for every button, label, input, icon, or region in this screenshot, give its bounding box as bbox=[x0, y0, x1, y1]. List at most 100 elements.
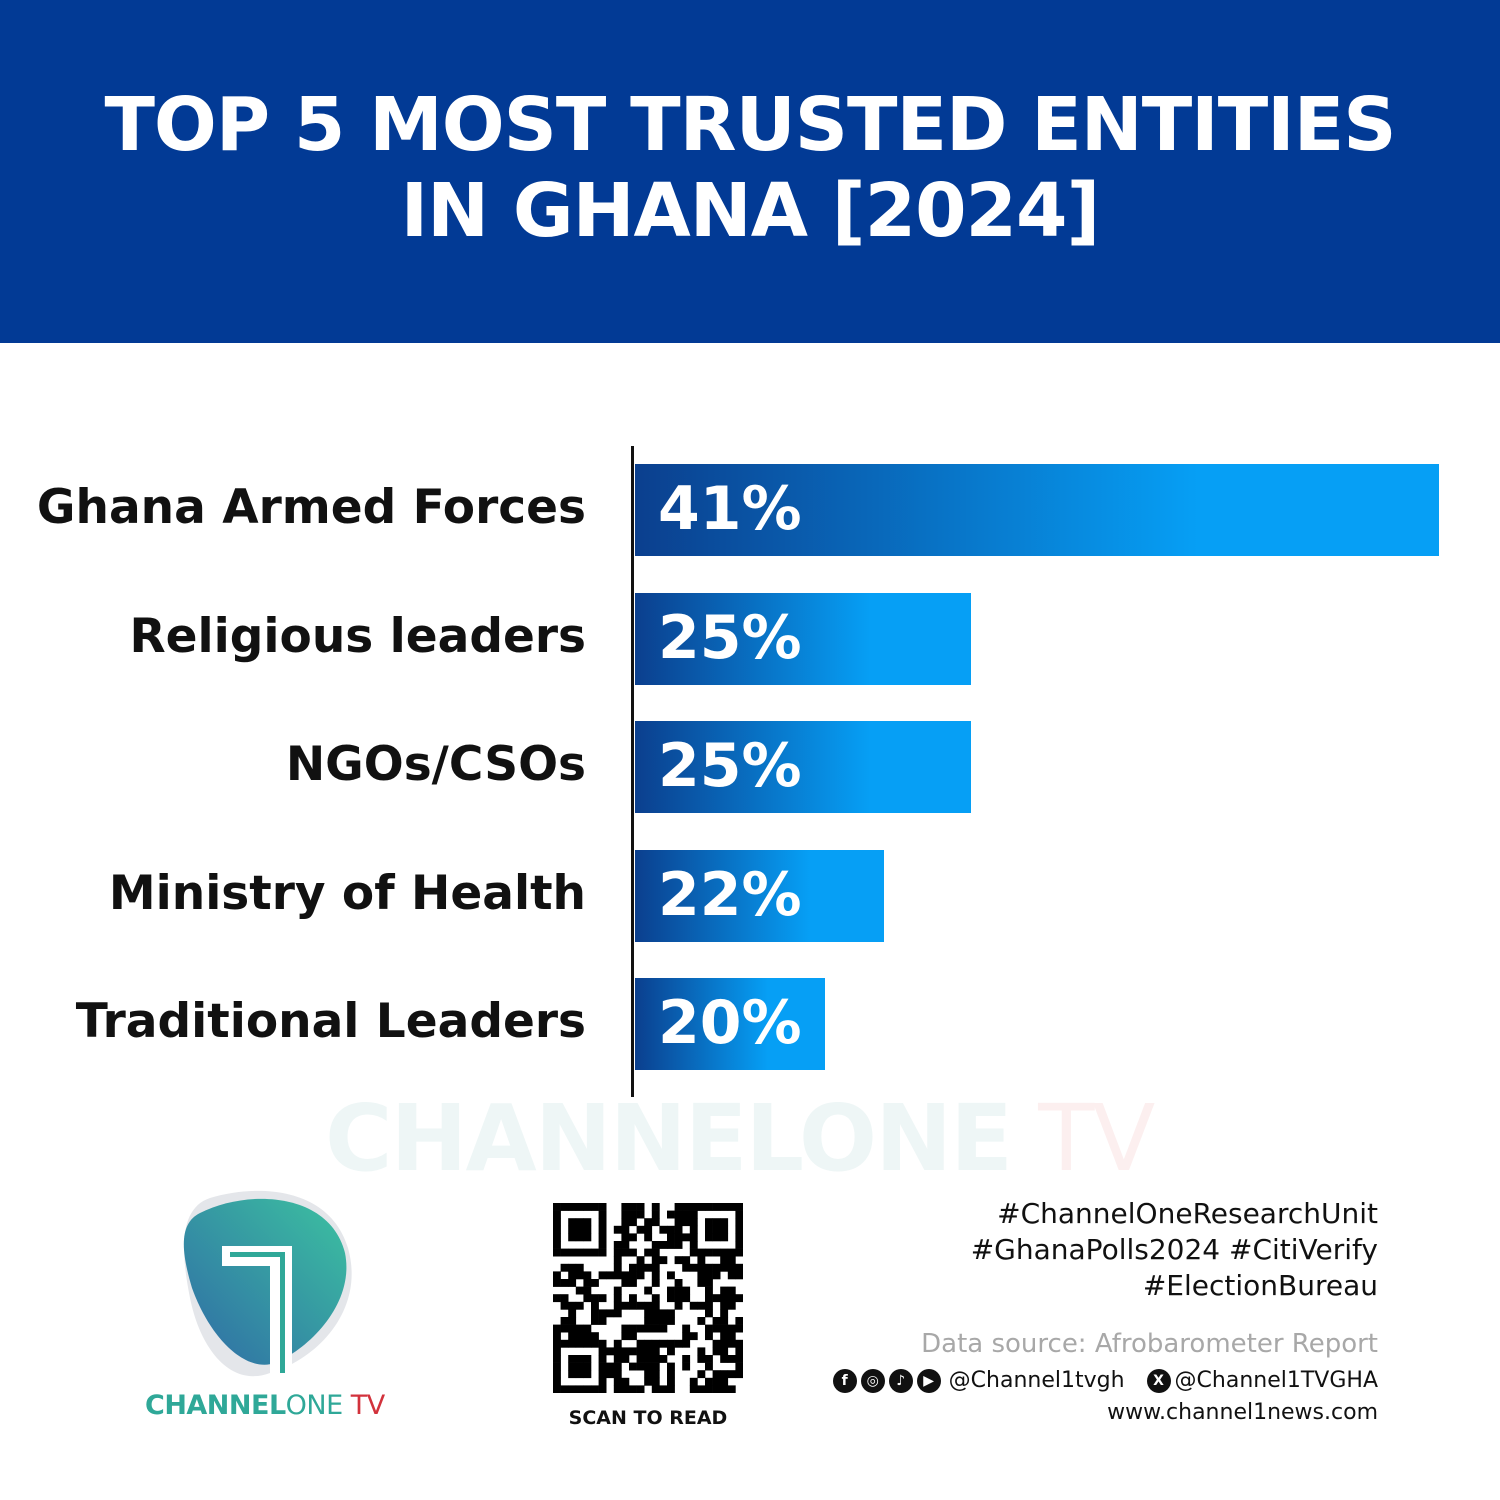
qr-module bbox=[697, 1203, 706, 1211]
qr-module bbox=[598, 1347, 607, 1356]
qr-module bbox=[598, 1241, 607, 1249]
qr-module bbox=[651, 1218, 660, 1227]
qr-module bbox=[575, 1339, 584, 1348]
qr-module bbox=[583, 1203, 592, 1211]
category-label: Traditional Leaders bbox=[75, 994, 586, 1049]
qr-module bbox=[568, 1370, 577, 1379]
qr-module bbox=[735, 1203, 743, 1211]
qr-module bbox=[667, 1241, 675, 1249]
qr-module bbox=[598, 1339, 607, 1348]
logo-wordmark: CHANNELONE TV bbox=[145, 1390, 385, 1421]
qr-module bbox=[735, 1248, 743, 1257]
qr-module bbox=[621, 1225, 630, 1234]
youtube-icon[interactable]: ▶ bbox=[916, 1368, 941, 1393]
value-label: 22% bbox=[658, 859, 802, 930]
qr-module bbox=[598, 1317, 607, 1325]
qr-module bbox=[636, 1210, 645, 1219]
qr-module bbox=[712, 1203, 721, 1211]
qr-module bbox=[674, 1339, 683, 1348]
bar bbox=[635, 849, 884, 942]
qr-module bbox=[712, 1324, 721, 1333]
instagram-icon[interactable]: ◎ bbox=[860, 1368, 885, 1393]
qr-module bbox=[705, 1248, 713, 1257]
qr-module bbox=[636, 1339, 645, 1348]
qr-module bbox=[735, 1317, 743, 1325]
qr-module bbox=[682, 1362, 691, 1371]
qr-module bbox=[651, 1248, 660, 1257]
qr-module bbox=[598, 1210, 607, 1219]
qr-module bbox=[720, 1347, 729, 1356]
qr-module bbox=[644, 1324, 653, 1333]
qr-module bbox=[651, 1279, 660, 1287]
qr-module bbox=[682, 1294, 691, 1303]
qr-module bbox=[682, 1218, 691, 1227]
qr-module bbox=[689, 1248, 698, 1257]
qr-module bbox=[727, 1355, 736, 1363]
qr-module bbox=[727, 1339, 736, 1348]
qr-module bbox=[560, 1248, 569, 1257]
qr-module bbox=[568, 1271, 577, 1280]
qr-module bbox=[606, 1271, 615, 1280]
qr-module bbox=[568, 1301, 577, 1310]
qr-module bbox=[674, 1286, 683, 1295]
qr-module bbox=[621, 1377, 630, 1386]
qr-module bbox=[705, 1377, 713, 1386]
qr-module bbox=[560, 1203, 569, 1211]
qr-module bbox=[644, 1362, 653, 1371]
qr-module bbox=[575, 1332, 584, 1341]
qr-code[interactable] bbox=[553, 1203, 743, 1393]
qr-module bbox=[606, 1370, 615, 1379]
qr-module bbox=[705, 1385, 713, 1393]
qr-module bbox=[583, 1370, 592, 1379]
facebook-icon[interactable]: f bbox=[832, 1368, 857, 1393]
qr-module bbox=[575, 1233, 584, 1242]
bar bbox=[635, 592, 972, 685]
qr-module bbox=[568, 1233, 577, 1242]
qr-module bbox=[720, 1339, 729, 1348]
qr-module bbox=[682, 1339, 691, 1348]
qr-module bbox=[560, 1301, 569, 1310]
qr-module bbox=[720, 1317, 729, 1325]
qr-module bbox=[560, 1339, 569, 1348]
qr-module bbox=[720, 1233, 729, 1242]
website-link[interactable]: www.channel1news.com bbox=[1107, 1400, 1378, 1425]
qr-module bbox=[727, 1203, 736, 1211]
qr-module bbox=[689, 1377, 698, 1386]
qr-module bbox=[613, 1385, 622, 1393]
qr-module bbox=[553, 1339, 561, 1348]
qr-module bbox=[720, 1203, 729, 1211]
qr-module bbox=[651, 1347, 660, 1356]
qr-module bbox=[682, 1286, 691, 1295]
qr-module bbox=[659, 1339, 668, 1348]
qr-module bbox=[644, 1248, 653, 1257]
qr-module bbox=[705, 1203, 713, 1211]
qr-module bbox=[636, 1271, 645, 1280]
qr-module bbox=[621, 1324, 630, 1333]
x-icon[interactable]: X bbox=[1146, 1368, 1171, 1393]
qr-module bbox=[598, 1294, 607, 1303]
qr-module bbox=[583, 1286, 592, 1295]
qr-module bbox=[553, 1233, 561, 1242]
qr-module bbox=[644, 1225, 653, 1234]
qr-module bbox=[659, 1317, 668, 1325]
qr-module bbox=[629, 1294, 637, 1303]
qr-module bbox=[712, 1225, 721, 1234]
qr-module bbox=[727, 1385, 736, 1393]
qr-module bbox=[575, 1370, 584, 1379]
qr-module bbox=[697, 1248, 706, 1257]
qr-module bbox=[575, 1286, 584, 1295]
qr-module bbox=[705, 1294, 713, 1303]
tiktok-icon[interactable]: ♪ bbox=[888, 1368, 913, 1393]
qr-module bbox=[674, 1203, 683, 1211]
qr-module bbox=[568, 1324, 577, 1333]
qr-module bbox=[591, 1309, 599, 1318]
qr-module bbox=[553, 1225, 561, 1234]
qr-module bbox=[735, 1370, 743, 1379]
qr-module bbox=[629, 1324, 637, 1333]
qr-module bbox=[682, 1324, 691, 1333]
qr-module bbox=[697, 1385, 706, 1393]
qr-module bbox=[553, 1385, 561, 1393]
qr-module bbox=[553, 1355, 561, 1363]
qr-module bbox=[682, 1233, 691, 1242]
qr-module bbox=[712, 1370, 721, 1379]
